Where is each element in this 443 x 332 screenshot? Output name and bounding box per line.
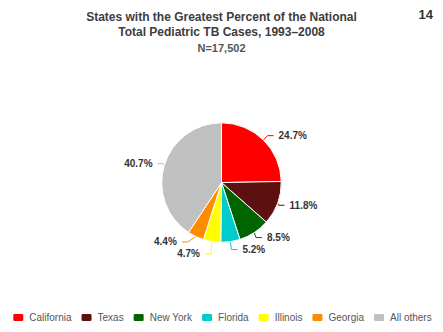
svg-text:40.7%: 40.7% xyxy=(124,158,152,169)
svg-text:Georgia: Georgia xyxy=(328,312,364,323)
svg-text:Total Pediatric TB Cases, 1993: Total Pediatric TB Cases, 1993–2008 xyxy=(118,25,325,39)
svg-text:States with the Greatest Perce: States with the Greatest Percent of the … xyxy=(86,10,357,24)
svg-text:All others: All others xyxy=(390,312,432,323)
svg-text:N=17,502: N=17,502 xyxy=(197,42,245,54)
svg-text:11.8%: 11.8% xyxy=(290,200,318,211)
svg-text:4.7%: 4.7% xyxy=(177,248,200,259)
svg-text:5.2%: 5.2% xyxy=(242,244,265,255)
svg-text:8.5%: 8.5% xyxy=(267,232,290,243)
svg-text:New York: New York xyxy=(150,312,193,323)
svg-text:4.4%: 4.4% xyxy=(154,236,177,247)
svg-text:24.7%: 24.7% xyxy=(279,130,307,141)
svg-text:Texas: Texas xyxy=(98,312,124,323)
svg-text:California: California xyxy=(29,312,72,323)
svg-text:14: 14 xyxy=(419,7,434,22)
svg-text:Illinois: Illinois xyxy=(275,312,303,323)
svg-text:Florida: Florida xyxy=(218,312,249,323)
